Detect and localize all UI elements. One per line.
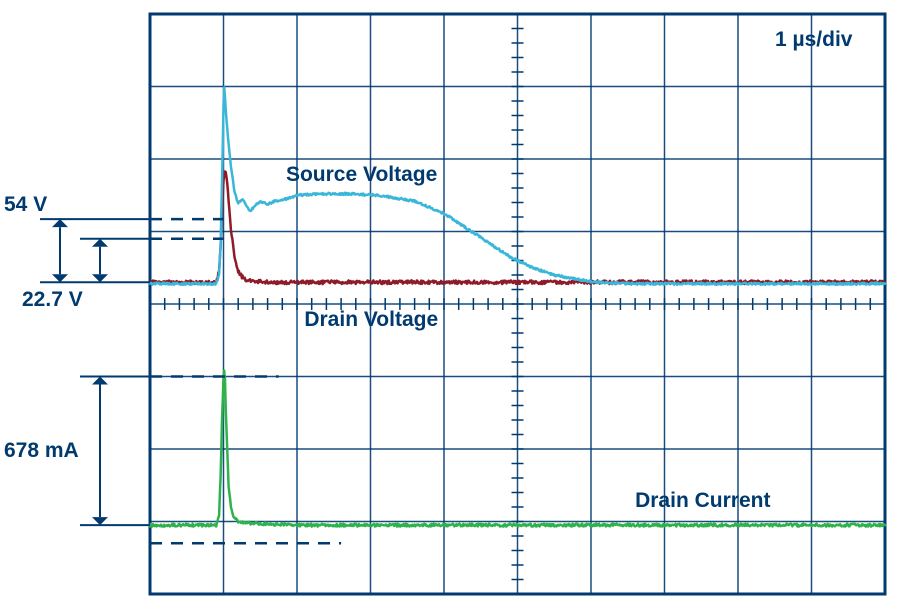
label-678ma: 678 mA bbox=[4, 439, 79, 463]
arrow-22-7v bbox=[92, 239, 108, 283]
source-voltage-label: Source Voltage bbox=[286, 163, 437, 187]
drain-current-label: Drain Current bbox=[635, 489, 770, 513]
timebase-label: 1 µs/div bbox=[775, 28, 852, 52]
label-22-7v: 22.7 V bbox=[22, 288, 83, 312]
arrow-54v bbox=[52, 219, 68, 282]
arrow-678ma bbox=[92, 377, 108, 526]
label-54v: 54 V bbox=[4, 193, 47, 217]
drain-voltage-label: Drain Voltage bbox=[304, 308, 438, 332]
